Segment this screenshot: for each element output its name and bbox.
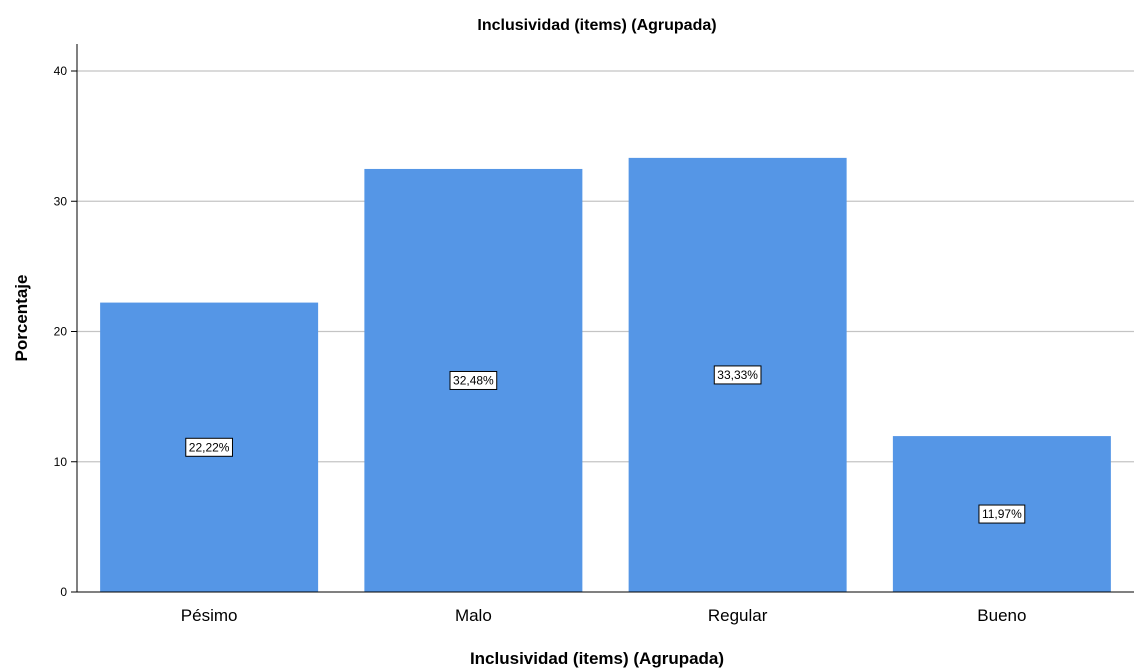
x-tick-label: Regular bbox=[708, 606, 768, 625]
data-label: 32,48% bbox=[449, 370, 498, 390]
x-tick-labels: Pésimo Malo Regular Bueno bbox=[181, 606, 1027, 625]
data-label: 33,33% bbox=[713, 365, 762, 385]
y-tick-label: 40 bbox=[54, 64, 68, 78]
data-label-box bbox=[713, 365, 762, 385]
y-tick-label: 0 bbox=[60, 585, 67, 599]
x-tick-label: Malo bbox=[455, 606, 492, 625]
y-tick-label: 30 bbox=[54, 194, 68, 208]
data-label-text: 33,33% bbox=[717, 368, 758, 382]
axes bbox=[76, 44, 1134, 593]
y-tick-label: 10 bbox=[54, 455, 68, 469]
y-axis-title: Porcentaje bbox=[12, 275, 31, 362]
data-label: 22,22% bbox=[185, 437, 233, 457]
data-label: 11,97% bbox=[978, 504, 1026, 524]
data-label-box bbox=[449, 370, 498, 390]
y-tick-labels: 0 10 20 30 40 bbox=[54, 64, 68, 599]
x-tick-label: Pésimo bbox=[181, 606, 238, 625]
x-axis-title: Inclusividad (items) (Agrupada) bbox=[470, 649, 724, 668]
data-label-box bbox=[978, 504, 1026, 524]
data-labels: 22,22% 32,48% 33,33% 11,97% bbox=[185, 365, 1026, 524]
y-tick-label: 20 bbox=[54, 325, 68, 339]
chart-title: Inclusividad (items) (Agrupada) bbox=[477, 17, 716, 34]
data-label-text: 32,48% bbox=[453, 373, 494, 387]
data-label-text: 22,22% bbox=[189, 440, 230, 454]
x-tick-label: Bueno bbox=[977, 606, 1026, 625]
bars bbox=[100, 157, 1111, 592]
data-label-text: 11,97% bbox=[982, 507, 1022, 521]
data-label-box bbox=[185, 437, 233, 457]
